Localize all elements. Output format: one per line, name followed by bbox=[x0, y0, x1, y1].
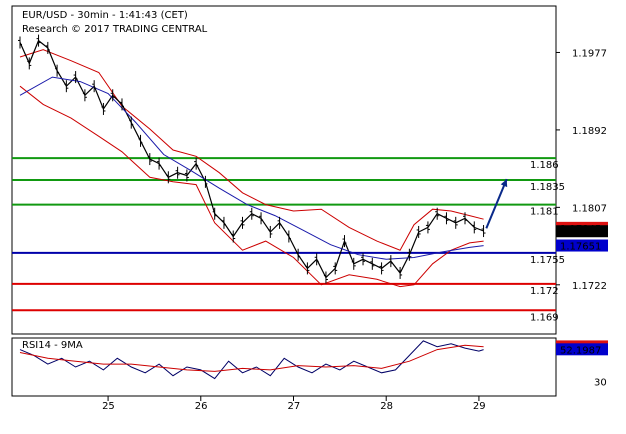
price-badge-2 bbox=[556, 239, 608, 252]
series-line-ma bbox=[19, 76, 484, 260]
x-tick-label-0: 25 bbox=[102, 401, 115, 412]
rsi-plot: 3054.201252.1987 bbox=[19, 340, 608, 389]
rsi-panel bbox=[11, 337, 557, 397]
level-label-5: 1.169 bbox=[530, 312, 559, 323]
x-tick-label-1: 26 bbox=[195, 401, 208, 412]
x-tick-label-4: 29 bbox=[473, 401, 486, 412]
y-tick-label-0: 1.1977 bbox=[572, 48, 607, 59]
y-tick-label-1: 1.1892 bbox=[572, 126, 607, 137]
band-upper bbox=[19, 49, 484, 251]
y-tick-label-2: 1.1807 bbox=[572, 203, 607, 214]
x-tick-label-3: 28 bbox=[380, 401, 393, 412]
price-badge-label-2: 1.17651 bbox=[560, 242, 601, 253]
level-label-0: 1.186 bbox=[530, 160, 559, 171]
target-arrow bbox=[485, 178, 508, 229]
level-label-1: 1.1835 bbox=[530, 182, 565, 193]
rsi-title: RSI14 - 9MA bbox=[22, 340, 83, 351]
level-label-3: 1.1755 bbox=[530, 255, 565, 266]
y-tick-label-3: 1.1722 bbox=[572, 281, 607, 292]
price-badge-1 bbox=[556, 225, 608, 238]
rsi-y-tick-0: 30 bbox=[594, 378, 607, 389]
rsi-series-1 bbox=[19, 344, 484, 372]
price-badge-label-1: 1.17808 bbox=[560, 227, 601, 238]
level-label-2: 1.181 bbox=[530, 207, 559, 218]
chart-subtitle: Research © 2017 TRADING CENTRAL bbox=[22, 24, 208, 35]
target-arrow-head bbox=[500, 179, 508, 188]
price-panel bbox=[11, 5, 557, 335]
x-tick-label-2: 27 bbox=[287, 401, 300, 412]
price-plot: 1.186 1.1835 1.181 1.1755 1.172 1.169 1.1977 1.… bbox=[12, 34, 608, 412]
rsi-series-0 bbox=[19, 340, 484, 380]
level-label-4: 1.172 bbox=[530, 286, 559, 297]
rsi-badge-1 bbox=[556, 343, 608, 356]
band-lower bbox=[19, 85, 484, 288]
chart-title: EUR/USD - 30min - 1:41:43 (CET) bbox=[22, 10, 188, 21]
rsi-badge-label-1: 52.1987 bbox=[560, 345, 601, 356]
